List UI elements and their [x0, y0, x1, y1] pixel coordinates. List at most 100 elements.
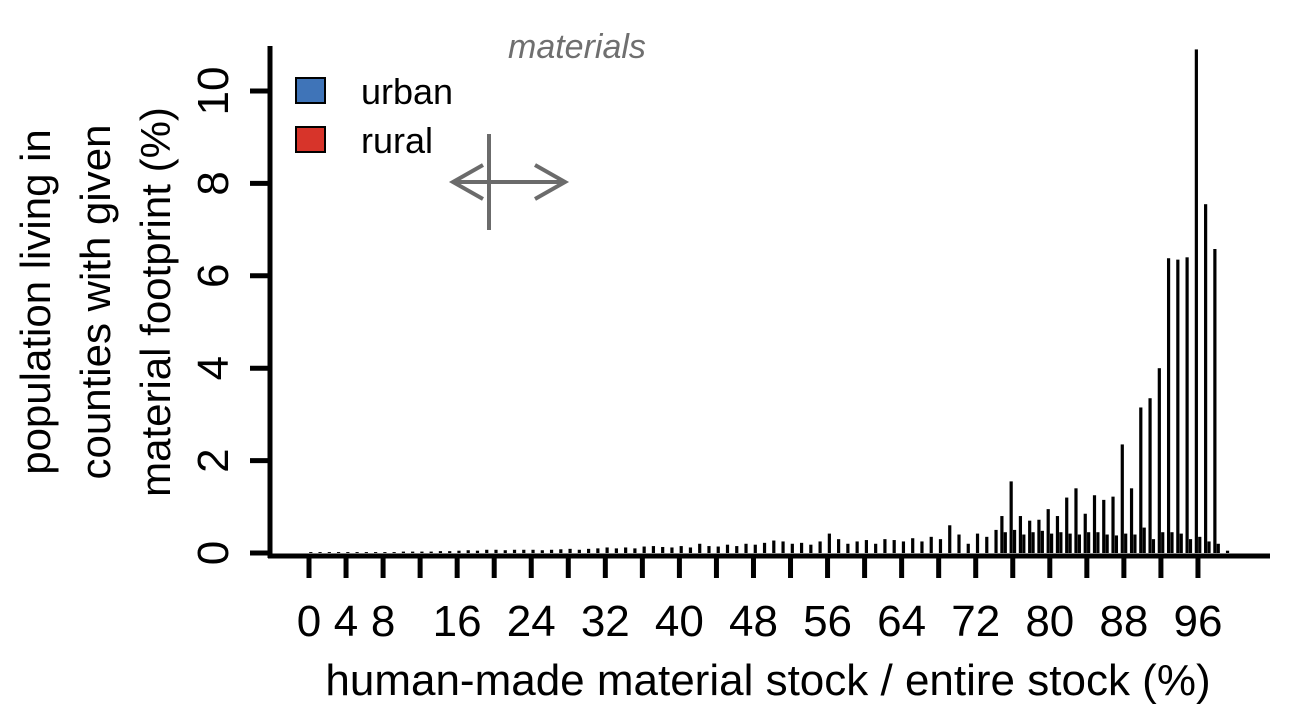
bar-rural: [901, 541, 906, 553]
bar-rural: [744, 543, 748, 553]
range-arrow-icon: [448, 134, 570, 230]
bar-rural: [957, 534, 961, 553]
bar-rural: [651, 546, 656, 553]
bar-rural: [374, 552, 378, 553]
bar-rural: [448, 551, 452, 553]
bar-rural: [1207, 541, 1211, 553]
bar-rural: [624, 547, 628, 553]
bar-rural: [1133, 534, 1137, 553]
y-axis-label-line-2: counties with given: [72, 125, 119, 480]
bar-urban: [1074, 488, 1078, 553]
bar-urban: [1194, 49, 1198, 554]
bar-rural: [1198, 536, 1202, 553]
bar-rural: [799, 542, 804, 553]
bar-rural: [1087, 532, 1091, 553]
bar-urban: [1213, 249, 1217, 553]
bar-rural: [1124, 533, 1128, 553]
bar-rural: [1059, 532, 1063, 553]
bar-rural: [309, 552, 313, 553]
bar-urban: [1166, 258, 1171, 553]
bar-rural: [920, 541, 924, 553]
bar-rural: [346, 552, 350, 553]
legend-label-urban: urban: [361, 71, 453, 112]
bar-rural: [383, 552, 387, 553]
bar-rural: [512, 549, 517, 553]
bar-rural: [1012, 529, 1017, 553]
bar-rural: [1114, 535, 1119, 553]
bar-urban: [1204, 204, 1208, 553]
bar-rural: [753, 544, 757, 553]
bar-rural: [772, 540, 776, 553]
bar-rural: [827, 533, 831, 553]
y-axis-label-line-1: population living in: [12, 129, 59, 475]
bar-rural: [355, 552, 359, 553]
legend: urban rural: [295, 71, 453, 161]
bar-rural: [1068, 533, 1072, 553]
bar-urban: [1083, 513, 1087, 553]
bar-rural: [1188, 539, 1193, 553]
bar-rural: [688, 547, 693, 553]
bar-urban: [1018, 516, 1023, 553]
x-tick-label: 88: [1099, 597, 1148, 646]
x-tick-label: 72: [951, 597, 1000, 646]
x-axis-label: human-made material stock / entire stock…: [325, 656, 1210, 705]
bar-rural: [327, 552, 331, 553]
bar-urban: [1120, 444, 1124, 553]
y-axis-label-line-3: material footprint (%): [132, 107, 179, 497]
x-tick-label: 0: [297, 597, 321, 646]
y-tick-label: 2: [189, 448, 238, 472]
bar-rural: [1096, 532, 1100, 553]
bar-rural: [762, 542, 767, 553]
bar-rural: [503, 550, 507, 553]
bar-urban: [1176, 259, 1180, 553]
bar-urban: [1055, 516, 1060, 553]
bar-rural: [540, 550, 544, 553]
bar-urban: [1037, 519, 1041, 553]
bar-urban: [1065, 497, 1069, 553]
y-tick-label: 4: [189, 356, 238, 380]
bar-rural: [1031, 532, 1035, 553]
bar-rural: [485, 549, 489, 553]
bar-rural: [670, 547, 674, 553]
bar-rural: [837, 539, 841, 553]
bar-rural: [846, 543, 850, 553]
legend-label-rural: rural: [361, 120, 433, 161]
legend-swatch-rural: [295, 126, 326, 153]
bar-rural: [336, 552, 341, 553]
bar-rural: [1179, 533, 1183, 553]
bar-urban: [1139, 407, 1143, 553]
bar-rural: [985, 536, 989, 553]
x-tick-label: 96: [1173, 597, 1222, 646]
legend-swatch-urban: [295, 77, 326, 104]
bar-rural: [725, 544, 730, 553]
bar-rural: [790, 543, 794, 553]
bar-rural: [587, 548, 591, 553]
bar-rural: [874, 543, 878, 553]
bar-rural: [438, 551, 443, 553]
x-tick-label: 56: [803, 597, 852, 646]
bar-rural: [1170, 532, 1174, 553]
bar-urban: [1148, 398, 1152, 553]
bar-rural: [1050, 533, 1054, 553]
bar-rural: [642, 546, 646, 553]
x-tick-label: 48: [729, 597, 778, 646]
x-tick-label: 40: [655, 597, 704, 646]
bar-rural: [1077, 534, 1081, 553]
bar-rural: [975, 533, 980, 553]
bar-rural: [466, 550, 470, 553]
x-tick-label: 4: [334, 597, 358, 646]
bar-rural: [883, 539, 887, 553]
bar-rural: [420, 551, 424, 553]
y-tick-label: 10: [189, 67, 238, 116]
bar-rural: [966, 543, 970, 553]
bar-rural: [864, 540, 868, 553]
y-axis-label: population living in counties with given…: [12, 107, 179, 497]
bar-rural: [392, 552, 396, 553]
bar-rural: [707, 546, 711, 553]
bar-rural: [1151, 539, 1156, 553]
bar-rural: [568, 548, 572, 553]
bar-rural: [494, 549, 498, 553]
bar-rural: [781, 541, 785, 553]
bar-rural: [1142, 527, 1146, 553]
